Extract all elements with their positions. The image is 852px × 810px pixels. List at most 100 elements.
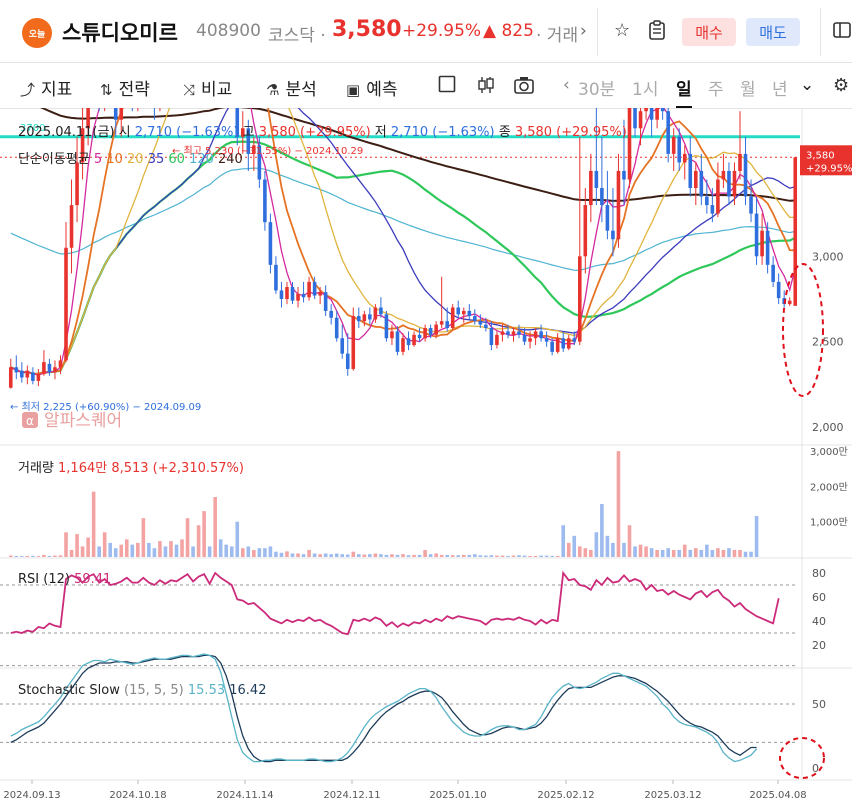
strategy-button[interactable]: ⇅ 전략 bbox=[100, 75, 150, 100]
stock-code: 408900 bbox=[196, 21, 261, 41]
ma-legend-item: 10 bbox=[106, 152, 127, 167]
candle bbox=[589, 170, 593, 206]
volume-bar bbox=[633, 546, 637, 557]
period-2[interactable]: 일 bbox=[676, 75, 692, 108]
stock-header: 오늘 스튜디오미르 408900 코스닥 · 3,580 +29.95% ▲ 8… bbox=[0, 0, 852, 63]
candle bbox=[633, 108, 637, 129]
candle bbox=[423, 327, 427, 339]
period-1[interactable]: 1시 bbox=[632, 80, 659, 100]
candle bbox=[257, 145, 262, 180]
volume-bar bbox=[69, 549, 74, 557]
volume-bar bbox=[627, 525, 632, 557]
stoch-info: 15.53 bbox=[188, 683, 229, 698]
volume-info: 거래량 bbox=[18, 461, 58, 476]
candle bbox=[14, 367, 19, 373]
analysis-button[interactable]: ⚗ 분석 bbox=[266, 75, 317, 100]
candle bbox=[749, 196, 753, 214]
candle bbox=[616, 170, 621, 240]
period-5[interactable]: 년 bbox=[772, 80, 788, 100]
candle bbox=[384, 314, 389, 339]
volume-bar bbox=[202, 511, 206, 557]
volume-bar bbox=[517, 555, 521, 557]
candle bbox=[235, 108, 240, 137]
rsi-tick-label: 80 bbox=[812, 567, 826, 580]
candle bbox=[716, 179, 720, 214]
candle bbox=[340, 338, 345, 354]
ma-legend-item: 5 bbox=[94, 152, 106, 167]
volume-bar bbox=[710, 549, 715, 557]
predict-button[interactable]: ▣ 예측 bbox=[346, 75, 397, 100]
volume-bar bbox=[141, 518, 146, 557]
star-icon[interactable]: ☆ bbox=[614, 20, 631, 41]
candle bbox=[42, 362, 46, 375]
x-tick-label: 2025.02.12 bbox=[537, 790, 594, 801]
candle bbox=[721, 170, 726, 180]
volume-bar bbox=[644, 546, 648, 557]
candle-icon[interactable] bbox=[476, 75, 496, 100]
sidebar-icon[interactable] bbox=[832, 20, 852, 45]
candle bbox=[776, 281, 781, 299]
volume-bar bbox=[428, 554, 433, 557]
volume-bar bbox=[749, 551, 753, 557]
candle bbox=[787, 300, 792, 305]
stock-chart[interactable]: 2,0002,5003,0003,5004,0004,5005,0005,500… bbox=[0, 108, 852, 810]
candle bbox=[484, 324, 488, 328]
candle bbox=[86, 108, 90, 129]
volume-bar bbox=[263, 548, 267, 557]
volume-bar bbox=[351, 551, 356, 557]
volume-bar bbox=[605, 535, 610, 557]
square-icon[interactable] bbox=[438, 75, 456, 98]
scroll-left-icon[interactable]: ‹ bbox=[563, 75, 570, 95]
candle bbox=[69, 205, 74, 248]
sell-button[interactable]: 매도 bbox=[746, 18, 800, 46]
period-4[interactable]: 월 bbox=[740, 80, 756, 100]
buy-button[interactable]: 매수 bbox=[682, 18, 736, 46]
volume-bar bbox=[312, 553, 317, 557]
volume-bar bbox=[246, 546, 251, 557]
camera-icon[interactable] bbox=[513, 75, 535, 100]
volume-bar bbox=[390, 554, 394, 557]
horizontal-line-label: 3700 bbox=[20, 123, 45, 134]
volume-bar bbox=[589, 549, 593, 557]
chart-toolbar: ⤴ 지표 ⇅ 전략 ⤨ 비교 ⚗ 분석 ▣ 예측 ‹ 30분 1시 일 주 월 년 ⌄ ⚙ bbox=[0, 63, 852, 109]
x-tick-label: 2024.11.14 bbox=[216, 790, 273, 801]
chevron-down-icon[interactable]: ⌄ bbox=[800, 75, 815, 95]
volume-bar bbox=[495, 555, 499, 557]
volume-bar bbox=[207, 546, 212, 557]
volume-bar bbox=[124, 539, 129, 557]
candle bbox=[473, 316, 477, 322]
price-tag-value: 3,580 bbox=[806, 150, 835, 161]
candle bbox=[318, 292, 322, 296]
period-3[interactable]: 주 bbox=[708, 80, 724, 100]
rsi-title: RSI (12) 59.41 bbox=[18, 572, 111, 587]
volume-bar bbox=[91, 491, 96, 557]
indicator-button[interactable]: ⤴ 지표 bbox=[20, 75, 72, 100]
candle bbox=[450, 307, 455, 328]
volume-bar bbox=[677, 549, 682, 557]
volume-bar bbox=[682, 544, 687, 557]
chevron-right-icon[interactable]: › bbox=[580, 21, 587, 41]
price-tick-label: 3,000 bbox=[812, 250, 844, 263]
volume-bar bbox=[257, 548, 262, 557]
x-tick-label: 2024.10.18 bbox=[109, 790, 166, 801]
clipboard-icon[interactable] bbox=[648, 20, 666, 45]
low-annotation: ← 최저 2,225 (+60.90%) − 2024.09.09 bbox=[10, 401, 201, 413]
volume-bar bbox=[401, 554, 405, 557]
candle bbox=[252, 145, 256, 154]
volume-tick-label: 1,000만 bbox=[810, 517, 848, 529]
highlight-ellipse bbox=[782, 263, 824, 397]
volume-bar bbox=[727, 548, 731, 557]
volume-label: · 거래 bbox=[536, 26, 579, 46]
volume-bar bbox=[213, 496, 217, 557]
candle bbox=[743, 153, 748, 197]
compare-button[interactable]: ⤨ 비교 bbox=[183, 75, 232, 100]
gear-icon[interactable]: ⚙ bbox=[833, 75, 850, 96]
period-0[interactable]: 30분 bbox=[578, 80, 616, 100]
volume-bar bbox=[152, 548, 157, 557]
volume-bar bbox=[86, 537, 90, 557]
rsi-line bbox=[10, 570, 780, 636]
candle bbox=[511, 331, 516, 335]
volume-bar bbox=[594, 532, 599, 557]
ohlc-segment: 2,710 (−1.63%) bbox=[135, 125, 239, 140]
candle bbox=[533, 331, 538, 339]
